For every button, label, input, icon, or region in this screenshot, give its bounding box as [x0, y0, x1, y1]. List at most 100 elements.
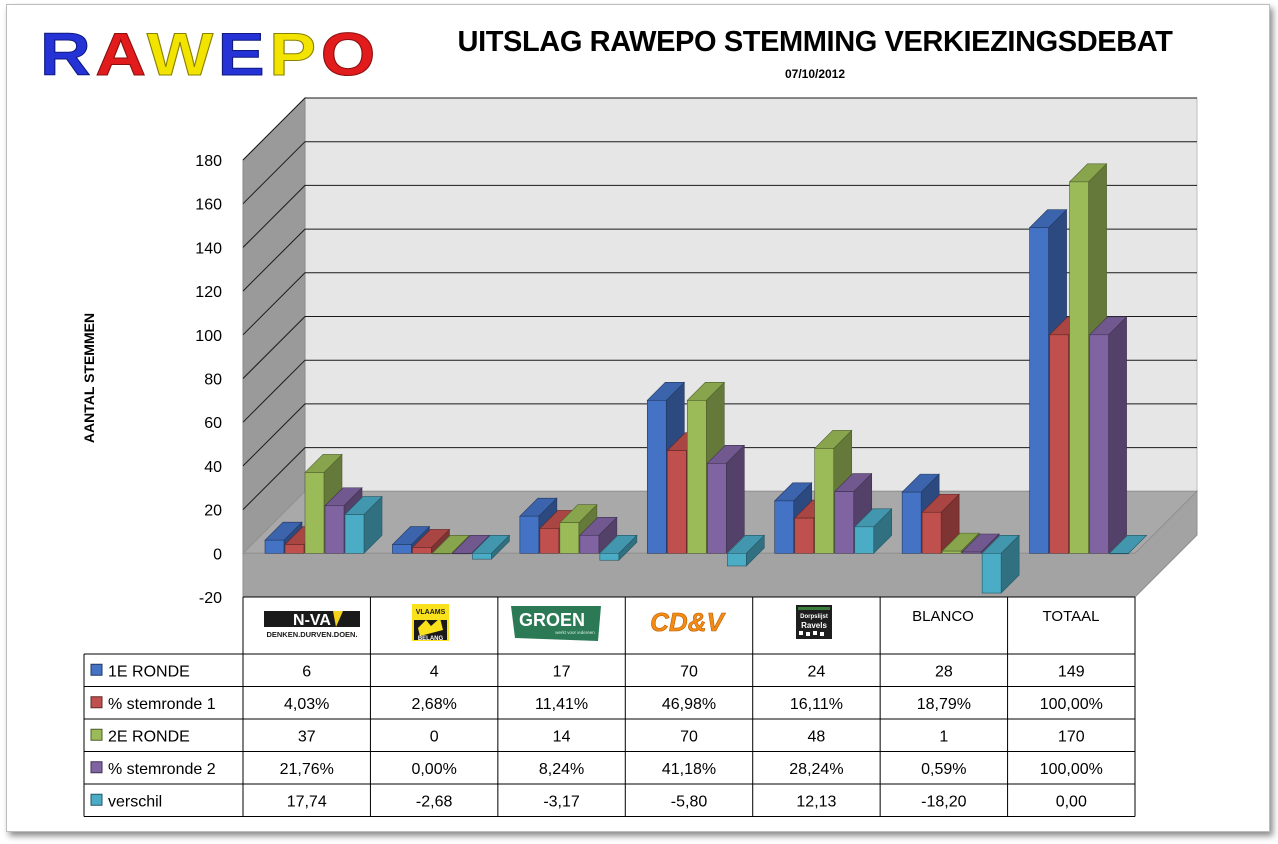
table-cell: 16,11% — [790, 696, 843, 713]
table-cell: 48 — [808, 728, 826, 745]
gridline — [242, 316, 1197, 379]
svg-text:VLAAMS: VLAAMS — [416, 609, 446, 616]
y-tick-label: -20 — [199, 590, 222, 607]
series-label: % stemronde 2 — [108, 761, 216, 778]
gridline — [242, 228, 1197, 292]
bar — [706, 444, 746, 555]
series-label: % stemronde 1 — [108, 696, 216, 713]
svg-text:DENKEN.DURVEN.DOEN.: DENKEN.DURVEN.DOEN. — [266, 630, 357, 639]
table-cell: 11,41% — [535, 696, 588, 713]
bar — [471, 534, 511, 560]
y-tick-label: 40 — [204, 459, 222, 476]
legend-key — [90, 793, 103, 806]
table-cell: -18,20 — [921, 793, 966, 810]
table-cell: 14 — [553, 728, 571, 745]
logo-letter-r: R — [40, 22, 95, 82]
category-label-totaal: TOTAAL — [1043, 608, 1100, 625]
y-tick-label: 0 — [213, 546, 222, 563]
table-cell: 4,03% — [284, 696, 329, 713]
bar — [344, 495, 383, 555]
bar — [451, 534, 491, 555]
table-cell: 17 — [553, 663, 571, 680]
bar — [961, 533, 1000, 555]
table-cell: 0,59% — [921, 761, 966, 778]
svg-text:GROEN: GROEN — [519, 610, 585, 630]
table-cell: 70 — [680, 728, 698, 745]
svg-text:CD&V: CD&V — [650, 607, 726, 637]
logo-letter-p: P — [269, 22, 320, 82]
gridline — [242, 359, 1197, 423]
cdv-logo: CD&V — [650, 607, 727, 638]
dorpslijst-ravels-logo: Dorpslijst Ravels — [796, 605, 832, 639]
table-cell: 18,79% — [917, 696, 971, 713]
bar — [579, 516, 618, 555]
table-cell: 24 — [808, 663, 826, 680]
logo-letter-w: W — [147, 22, 218, 82]
table-cell: 41,18% — [662, 761, 716, 778]
category-label-blanco: BLANCO — [912, 608, 974, 625]
table-cell: 8,24% — [539, 761, 584, 778]
table-cell: 17,74 — [287, 793, 327, 810]
table-cell: -5,80 — [671, 793, 708, 810]
table-cell: 21,76% — [280, 761, 334, 778]
y-tick-label: 140 — [195, 240, 222, 257]
legend-key — [90, 761, 103, 774]
table-cell: -3,17 — [543, 793, 580, 810]
y-tick-label: 180 — [195, 153, 222, 170]
svg-text:BELANG: BELANG — [418, 636, 444, 642]
bar — [726, 534, 766, 567]
svg-text:RAWEPO: RAWEPO — [40, 22, 380, 82]
bar — [1088, 316, 1128, 555]
table-cell: 2,68% — [411, 696, 456, 713]
svg-text:werkt voor iedereen: werkt voor iedereen — [555, 630, 595, 635]
table-cell: 46,98% — [662, 696, 716, 713]
y-axis: -20 0 20 40 60 80 100 120 140 160 180 — [195, 153, 222, 607]
legend-key — [90, 696, 103, 709]
legend-key — [90, 663, 103, 676]
table-cell: 12,13 — [796, 793, 836, 810]
table-cell: 6 — [302, 663, 311, 680]
table-cell: 0,00 — [1056, 793, 1087, 810]
table-cell: 0 — [430, 728, 439, 745]
svg-text:N-VA: N-VA — [293, 612, 331, 629]
svg-text:Dorpslijst: Dorpslijst — [800, 614, 828, 620]
y-tick-label: 60 — [204, 415, 222, 432]
series-label: verschil — [108, 793, 162, 810]
table-cell: 1 — [939, 728, 948, 745]
table-cell: 170 — [1058, 728, 1085, 745]
table-cell: 28 — [935, 663, 953, 680]
bar — [411, 528, 451, 555]
bar — [1108, 534, 1148, 555]
bar — [981, 534, 1020, 594]
gridline — [242, 272, 1197, 336]
vlaams-belang-logo: VLAAMS BELANG — [412, 604, 449, 642]
table-cell: 37 — [298, 728, 316, 745]
legend-key — [90, 728, 103, 741]
y-tick-label: 160 — [195, 197, 222, 214]
gridline — [242, 97, 1197, 161]
category-logos: N-VA DENKEN.DURVEN.DOEN. VLAAMS BELANG G… — [264, 604, 1099, 642]
logo-letter-a: A — [95, 22, 146, 82]
table-cell: 70 — [680, 663, 698, 680]
logo-letter-o: O — [321, 22, 380, 82]
y-tick-label: 80 — [204, 372, 222, 389]
table-cell: 4 — [430, 663, 439, 680]
gridline — [242, 403, 1197, 467]
y-axis-title: AANTAL STEMMEN — [81, 313, 97, 443]
table-cell: 0,00% — [411, 761, 456, 778]
data-table: 1E RONDE 6 4 17 70 24 28 149 % stemronde 1 4,03% 2… — [83, 596, 1136, 817]
y-tick-label: 100 — [195, 328, 222, 345]
series-label: 2E RONDE — [108, 728, 190, 745]
table-cell: 149 — [1058, 663, 1085, 680]
groen-logo: GROEN werkt voor iedereen — [511, 606, 601, 641]
bar — [431, 534, 471, 555]
chart-date: 07/10/2012 — [784, 67, 846, 81]
series-label: 1E RONDE — [108, 663, 190, 680]
table-cell: 100,00% — [1040, 696, 1103, 713]
bar — [599, 534, 638, 561]
bars — [264, 163, 1148, 594]
table-cell: 100,00% — [1040, 761, 1103, 778]
table-cell: 28,24% — [789, 761, 843, 778]
logo-letter-e: E — [218, 22, 269, 82]
